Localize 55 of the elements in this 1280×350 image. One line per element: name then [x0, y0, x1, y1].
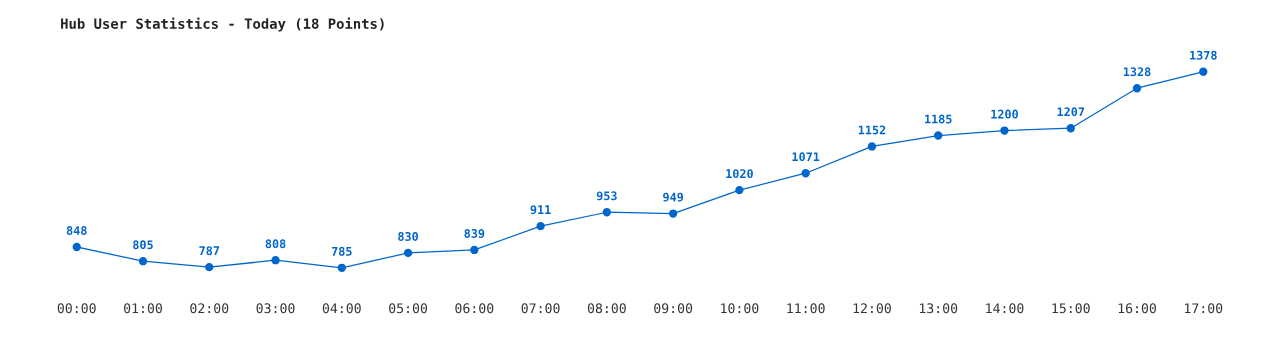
x-tick-label: 03:00	[256, 303, 295, 314]
point	[536, 221, 545, 231]
x-tick-label: 07:00	[521, 303, 560, 314]
point	[801, 169, 810, 178]
point	[1132, 84, 1142, 93]
x-tick-label: 00:00	[57, 303, 96, 314]
point	[470, 245, 479, 255]
x-tick-label: 11:00	[787, 303, 825, 314]
x-tick-label: 04:00	[322, 303, 361, 314]
x-tick-label: 02:00	[190, 303, 229, 314]
data-label: 949	[663, 192, 684, 202]
x-tick-label: 12:00	[853, 303, 891, 314]
x-tick-label: 15:00	[1052, 303, 1090, 314]
data-label: 785	[331, 246, 352, 256]
data-label: 1207	[1057, 107, 1085, 117]
x-tick-label: 01:00	[123, 303, 162, 314]
x-tick-label: 06:00	[455, 303, 494, 314]
point	[403, 248, 413, 258]
point	[138, 257, 148, 266]
x-tick-label: 10:00	[721, 303, 759, 314]
data-label: 953	[596, 191, 617, 201]
data-label: 787	[199, 246, 220, 256]
point	[1199, 67, 1208, 76]
data-label: 1200	[991, 109, 1018, 119]
point	[337, 263, 346, 272]
data-label: 911	[530, 205, 551, 215]
data-label: 1185	[925, 114, 952, 124]
point	[1066, 124, 1075, 133]
data-label: 839	[464, 229, 485, 238]
data-label: 1152	[858, 125, 886, 135]
point	[1000, 126, 1009, 135]
data-label: 1328	[1123, 67, 1151, 77]
x-tick-label: 14:00	[986, 303, 1024, 314]
data-label: 808	[265, 239, 286, 249]
point	[602, 208, 612, 217]
point	[271, 256, 280, 265]
point	[668, 209, 678, 218]
x-tick-label: 17:00	[1185, 303, 1223, 314]
point	[735, 185, 744, 195]
point	[867, 142, 877, 151]
chart-title: Hub User Statistics - Today (18 Points)	[61, 17, 384, 32]
x-tick-label: 09:00	[654, 303, 693, 314]
point	[934, 131, 943, 140]
x-tick-label: 16:00	[1118, 303, 1157, 314]
point	[72, 242, 81, 252]
data-label: 1071	[792, 152, 820, 162]
data-label: 848	[66, 226, 87, 235]
x-tick-label: 08:00	[587, 303, 626, 314]
data-label: 1020	[726, 169, 753, 179]
x-tick-label: 13:00	[919, 303, 958, 314]
point	[205, 262, 214, 272]
data-label: 1378	[1190, 50, 1217, 60]
data-label: 805	[133, 240, 153, 250]
data-label: 830	[398, 231, 419, 241]
x-tick-label: 05:00	[389, 303, 428, 314]
